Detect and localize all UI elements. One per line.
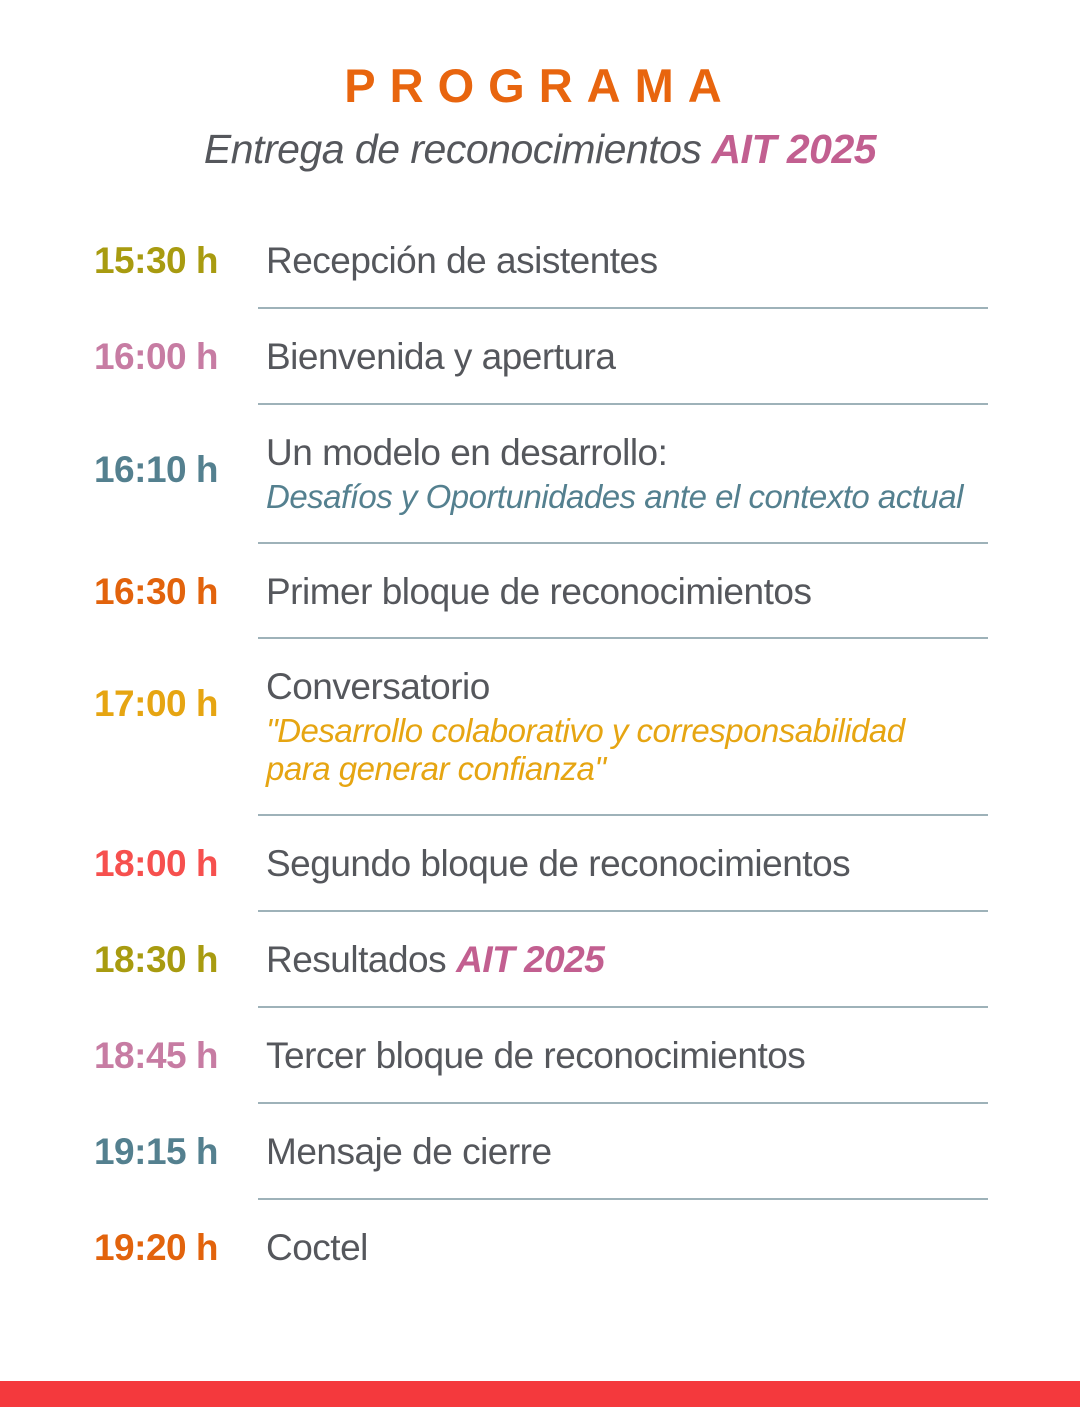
subtitle-highlight: AIT 2025 (711, 126, 877, 172)
schedule-row: 17:00 h Conversatorio "Desarrollo colabo… (0, 639, 1080, 814)
page-subtitle: Entrega de reconocimientos AIT 2025 (0, 126, 1080, 172)
time-label: 15:30 h (93, 240, 219, 282)
item-title: Recepción de asistentes (266, 240, 658, 282)
time-label: 16:30 h (93, 570, 219, 612)
item-title-text: Resultados (266, 938, 447, 980)
row-divider (258, 402, 988, 405)
time-label: 18:30 h (93, 938, 219, 980)
page-title: PROGRAMA (344, 59, 736, 112)
schedule-row: 19:20 h Coctel (0, 1200, 1080, 1294)
schedule-row: 18:00 h Segundo bloque de reconocimiento… (0, 816, 1080, 910)
row-divider (258, 637, 988, 640)
row-divider (258, 541, 988, 544)
schedule-row: 18:30 h Resultados AIT 2025 (0, 912, 1080, 1006)
schedule-row: 18:45 h Tercer bloque de reconocimientos (0, 1008, 1080, 1102)
item-title: Segundo bloque de reconocimientos (266, 843, 851, 885)
row-divider (258, 1197, 988, 1200)
item-subtitle: "Desarrollo colaborativo y corresponsabi… (266, 712, 905, 788)
row-divider (258, 1005, 988, 1008)
row-divider (258, 814, 988, 817)
item-title: Coctel (266, 1226, 368, 1268)
schedule-list: 15:30 h Recepción de asistentes 16:00 h … (0, 240, 1080, 1294)
item-subtitle: Desafíos y Oportunidades ante el context… (266, 477, 963, 515)
item-title: Tercer bloque de reconocimientos (266, 1034, 806, 1076)
time-label: 19:15 h (93, 1130, 219, 1172)
item-title: Bienvenida y apertura (266, 335, 616, 377)
row-divider (258, 1101, 988, 1104)
row-divider (258, 909, 988, 912)
schedule-row: 15:30 h Recepción de asistentes (0, 240, 1080, 307)
time-label: 16:00 h (93, 335, 219, 377)
item-title: Primer bloque de reconocimientos (266, 570, 812, 612)
item-title-highlight: AIT 2025 (456, 938, 605, 980)
schedule-row: 19:15 h Mensaje de cierre (0, 1104, 1080, 1198)
row-divider (258, 306, 988, 309)
footer-accent-bar (0, 1381, 1080, 1407)
item-title: Resultados AIT 2025 (266, 938, 605, 980)
item-title: Conversatorio (266, 666, 490, 708)
subtitle-text: Entrega de reconocimientos (203, 126, 702, 172)
item-title: Un modelo en desarrollo: (266, 431, 668, 473)
schedule-row: 16:00 h Bienvenida y apertura (0, 309, 1080, 403)
time-label: 18:00 h (93, 843, 219, 885)
time-label: 16:10 h (93, 448, 219, 490)
schedule-row: 16:30 h Primer bloque de reconocimientos (0, 544, 1080, 638)
item-title: Mensaje de cierre (266, 1130, 552, 1172)
time-label: 18:45 h (93, 1034, 219, 1076)
schedule-row: 16:10 h Un modelo en desarrollo: Desafío… (0, 405, 1080, 542)
time-label: 17:00 h (93, 683, 219, 725)
time-label: 19:20 h (93, 1226, 219, 1268)
